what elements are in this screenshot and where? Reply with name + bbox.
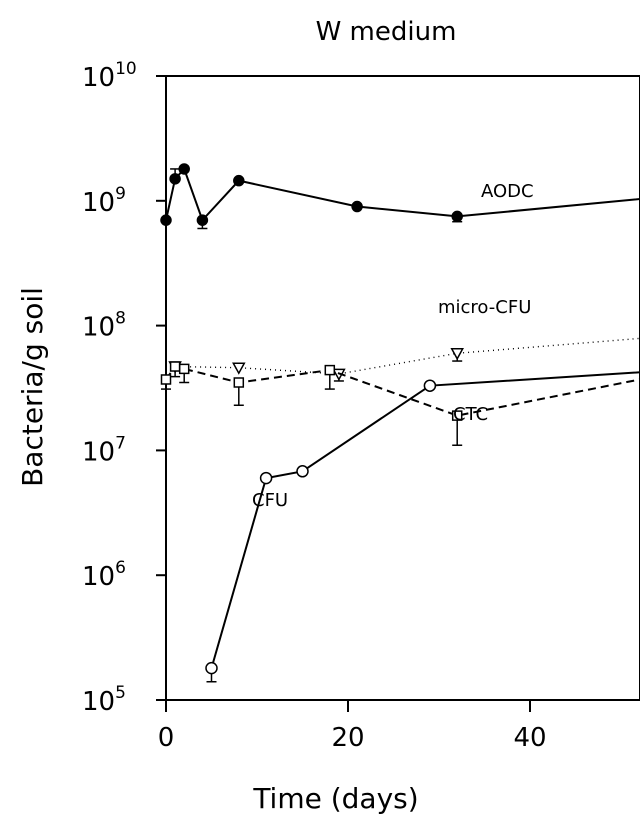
data-point xyxy=(233,174,245,187)
chart-title: W medium xyxy=(316,17,457,47)
y-tick-label: 109 xyxy=(82,184,126,218)
data-point xyxy=(178,163,190,175)
y-tick-label: 108 xyxy=(82,309,126,343)
y-tick-base: 10 xyxy=(82,313,115,343)
x-axis-label: Time (days) xyxy=(252,782,418,815)
y-tick-base: 10 xyxy=(82,437,115,467)
series-ctc xyxy=(160,361,640,446)
y-tick-base: 10 xyxy=(82,562,115,592)
series-cfu xyxy=(205,371,640,683)
data-point xyxy=(205,661,218,675)
series-micro-cfu xyxy=(168,337,640,382)
y-axis-label: Bacteria/g soil xyxy=(16,287,49,487)
y-tick-exponent: 9 xyxy=(115,184,126,204)
data-point xyxy=(178,363,190,375)
data-point xyxy=(451,210,463,223)
data-point xyxy=(296,465,309,478)
y-tick-exponent: 5 xyxy=(115,683,126,703)
series-aodc xyxy=(160,163,640,230)
data-point xyxy=(160,214,172,226)
data-point xyxy=(196,214,209,226)
y-tick-label: 105 xyxy=(82,683,126,717)
data-point xyxy=(169,173,181,185)
series-annotation: AODC xyxy=(481,181,534,202)
series-line xyxy=(175,337,640,375)
x-tick-label: 40 xyxy=(513,723,546,753)
x-axis-ticks: 0204060 xyxy=(158,700,547,753)
data-point xyxy=(324,364,336,376)
series-annotation: micro-CFU xyxy=(438,297,531,318)
data-point xyxy=(160,374,172,385)
y-tick-label: 106 xyxy=(82,558,126,592)
x-tick-label: 0 xyxy=(158,723,175,753)
y-tick-exponent: 10 xyxy=(115,59,137,79)
y-tick-exponent: 8 xyxy=(115,309,126,329)
y-tick-exponent: 7 xyxy=(115,433,126,453)
data-point xyxy=(451,410,463,421)
data-point xyxy=(351,200,363,213)
y-tick-base: 10 xyxy=(82,63,115,93)
series-line xyxy=(210,371,640,669)
data-point xyxy=(259,471,273,485)
data-point xyxy=(232,362,246,375)
y-tick-base: 10 xyxy=(82,188,115,218)
series-annotation: CFU xyxy=(252,490,288,511)
y-tick-label: 1010 xyxy=(82,59,137,93)
y-tick-label: 107 xyxy=(82,433,126,467)
y-tick-base: 10 xyxy=(82,687,115,717)
data-point xyxy=(233,377,245,388)
data-point xyxy=(450,348,464,361)
annotation-layer: AODC micro-CFU CTC CFU xyxy=(252,181,534,511)
x-tick-label: 20 xyxy=(331,723,364,753)
series-annotation: CTC xyxy=(453,404,488,425)
data-point xyxy=(423,379,437,392)
data-point xyxy=(169,361,181,372)
plot-frame xyxy=(165,75,640,701)
y-tick-exponent: 6 xyxy=(115,558,126,578)
series-layer xyxy=(160,163,640,683)
